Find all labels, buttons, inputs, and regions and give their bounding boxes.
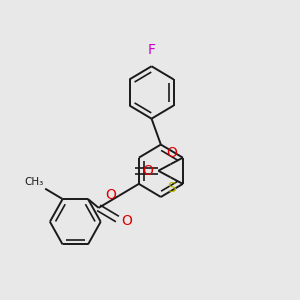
Text: O: O [105,188,116,202]
Text: F: F [148,43,155,57]
Text: O: O [167,146,177,161]
Text: O: O [142,164,153,178]
Text: S: S [167,181,176,195]
Text: O: O [122,214,133,228]
Text: CH₃: CH₃ [24,177,44,187]
